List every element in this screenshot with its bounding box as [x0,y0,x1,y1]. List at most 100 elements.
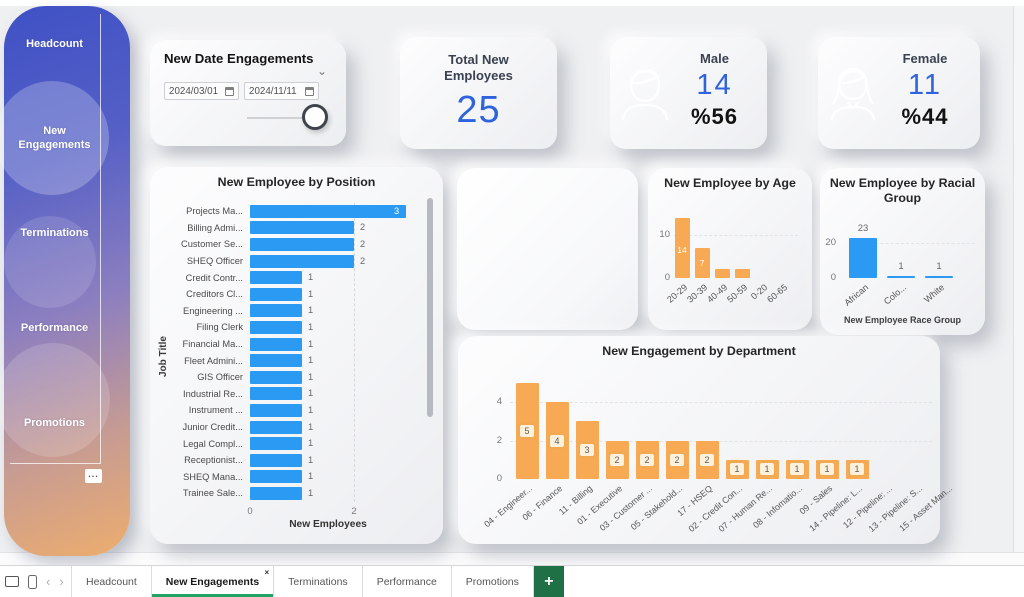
position-bar-track: 2 [250,237,424,251]
sheet-tab-performance[interactable]: Performance [362,566,452,597]
position-bar[interactable] [250,271,302,285]
position-category-label: Projects Ma... [186,206,243,217]
mobile-view-icon[interactable] [28,574,37,589]
sidebar-more-button[interactable]: ... [85,469,102,483]
decorative-circle [0,343,110,457]
sidebar-item-promotions[interactable]: Promotions [23,417,86,429]
position-bar-value: 1 [308,388,314,399]
age-bar[interactable] [734,269,750,278]
position-bar-track: 1 [250,320,424,334]
racial-chart-card: New Employee by Racial Group 0 20 23 Africa… [820,168,985,335]
position-category-label: GIS Officer [197,372,243,383]
age-chart-title: New Employee by Age [664,176,796,190]
sheet-tab-label: Performance [376,575,437,588]
race-bar[interactable] [925,275,953,278]
gridline [850,243,975,244]
x-axis-category-label: 20-29 [665,282,690,305]
next-sheet-arrow[interactable]: › [59,574,64,589]
sidebar-item-terminations[interactable]: Terminations [20,227,89,239]
position-bar[interactable] [250,204,406,218]
total-kpi-title: Total New Employees [444,52,513,83]
position-bar-track: 1 [250,453,424,467]
male-kpi-value: 14 [696,69,733,101]
race-bar[interactable] [887,275,915,278]
calendar-icon[interactable] [305,86,314,96]
race-bar[interactable] [849,237,877,278]
position-bar[interactable] [250,470,302,484]
prev-sheet-arrow[interactable]: ‹ [46,574,51,589]
sheet-tab-label: Headcount [86,575,137,588]
position-category-label: SHEQ Mana... [183,471,243,482]
date-filter-card: New Date Engagements ⌄ 2024/03/01 2024/1… [150,40,346,146]
position-bar-row: Trainee Sale... 1 [154,485,424,502]
position-bar-value: 1 [308,471,314,482]
add-sheet-button[interactable]: + [533,566,564,597]
position-bar[interactable] [250,387,302,401]
y-axis-tick: 0 [830,272,836,283]
vertical-scrollbar-track[interactable] [1013,6,1024,552]
age-bar[interactable] [714,269,730,278]
age-bar[interactable] [674,217,690,278]
y-axis-tick: 20 [825,237,836,248]
position-bar-row: Fleet Admini... 1 [154,352,424,369]
position-bar[interactable] [250,254,354,268]
date-slider-track[interactable] [247,117,309,119]
position-bar-row: SHEQ Mana... 1 [154,469,424,486]
position-chart-scrollbar[interactable] [427,198,433,417]
gridline [354,203,355,502]
position-category-label: Filing Clerk [196,322,244,333]
sheet-tab-bar: ‹ › Headcount New Engagements × Termination… [0,565,1024,597]
position-bar[interactable] [250,437,302,451]
department-chart-title: New Engagement by Department [602,344,796,358]
position-bar[interactable] [250,354,302,368]
position-bar-track: 2 [250,221,424,235]
sidebar-item-performance[interactable]: Performance [20,322,89,334]
age-bar[interactable] [694,247,710,278]
chevron-down-icon[interactable]: ⌄ [317,64,328,78]
bar-value: 7 [699,258,705,269]
sidebar-item-headcount[interactable]: Headcount [26,38,83,50]
male-kpi-title: Male [700,51,729,66]
position-bar-row: Industrial Re... 1 [154,386,424,403]
position-bar[interactable] [250,237,354,251]
position-bar[interactable] [250,337,302,351]
position-bar-value: 1 [308,438,314,449]
bar-value: 23 [857,222,869,234]
x-axis-category-label: 50-59 [725,282,750,305]
position-x-tick: 2 [351,506,357,517]
gridline [674,235,798,236]
start-date-input[interactable]: 2024/03/01 [164,82,239,100]
sheet-tab-new-engagements[interactable]: New Engagements × [151,566,275,597]
position-bar[interactable] [250,287,302,301]
sidebar-item-new-engagements[interactable]: New Engagements [18,125,91,151]
position-bar-track: 1 [250,271,424,285]
calendar-icon[interactable] [225,86,234,96]
bar-value: 1 [898,260,904,272]
sheet-tab-label: Terminations [288,575,348,588]
close-tab-icon[interactable]: × [264,568,270,577]
bar-value: 14 [677,244,687,255]
position-bar[interactable] [250,320,302,334]
desktop-view-icon[interactable] [5,576,19,587]
position-bar[interactable] [250,221,354,235]
sheet-tab-terminations[interactable]: Terminations [274,566,363,597]
position-bar[interactable] [250,304,302,318]
sidebar-frame [10,14,101,464]
date-slider-handle[interactable] [302,104,328,130]
sheet-tab-headcount[interactable]: Headcount [72,566,152,597]
position-bar[interactable] [250,403,302,417]
y-axis-tick: 4 [496,396,502,407]
horizontal-scrollbar-track[interactable] [0,552,1024,565]
position-bar[interactable] [250,453,302,467]
position-bar-row: Junior Credit... 1 [154,419,424,436]
position-bar-track: 1 [250,420,424,434]
position-bar[interactable] [250,420,302,434]
male-kpi-card: Male 14 %56 [610,37,767,149]
sheet-tab-promotions[interactable]: Promotions [451,566,534,597]
position-bar[interactable] [250,486,302,500]
position-bar[interactable] [250,370,302,384]
position-bar-row: Instrument ... 1 [154,402,424,419]
end-date-input[interactable]: 2024/11/11 [244,82,319,100]
x-axis-category-label: 03 - Customer ... [597,483,655,533]
